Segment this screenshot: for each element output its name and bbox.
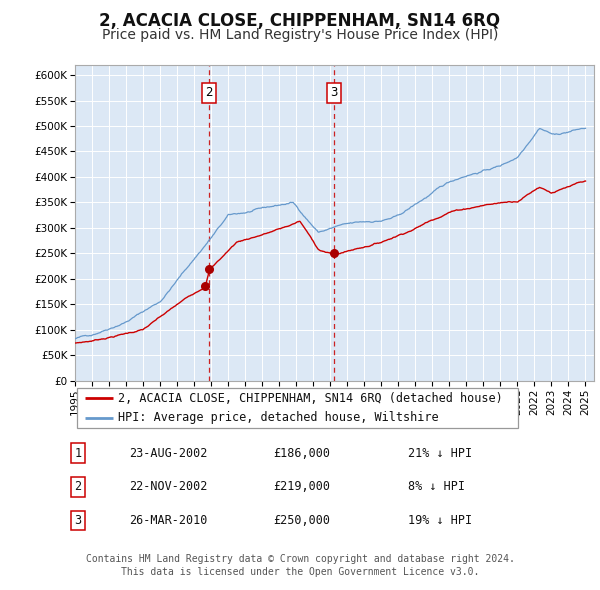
Text: £186,000: £186,000 [273, 447, 330, 460]
Text: 3: 3 [74, 514, 82, 527]
Text: 2: 2 [206, 86, 213, 99]
Text: HPI: Average price, detached house, Wiltshire: HPI: Average price, detached house, Wilt… [118, 411, 439, 424]
Text: 21% ↓ HPI: 21% ↓ HPI [408, 447, 472, 460]
Text: 22-NOV-2002: 22-NOV-2002 [129, 480, 208, 493]
Text: 19% ↓ HPI: 19% ↓ HPI [408, 514, 472, 527]
Text: £250,000: £250,000 [273, 514, 330, 527]
Text: Price paid vs. HM Land Registry's House Price Index (HPI): Price paid vs. HM Land Registry's House … [102, 28, 498, 42]
Text: 26-MAR-2010: 26-MAR-2010 [129, 514, 208, 527]
Text: 23-AUG-2002: 23-AUG-2002 [129, 447, 208, 460]
Text: 1: 1 [74, 447, 82, 460]
Text: 2: 2 [74, 480, 82, 493]
Text: Contains HM Land Registry data © Crown copyright and database right 2024.
This d: Contains HM Land Registry data © Crown c… [86, 554, 514, 577]
Text: 2, ACACIA CLOSE, CHIPPENHAM, SN14 6RQ (detached house): 2, ACACIA CLOSE, CHIPPENHAM, SN14 6RQ (d… [118, 392, 503, 405]
Text: 3: 3 [331, 86, 338, 99]
Text: 2, ACACIA CLOSE, CHIPPENHAM, SN14 6RQ: 2, ACACIA CLOSE, CHIPPENHAM, SN14 6RQ [100, 12, 500, 30]
Text: 8% ↓ HPI: 8% ↓ HPI [408, 480, 465, 493]
Text: £219,000: £219,000 [273, 480, 330, 493]
FancyBboxPatch shape [77, 388, 518, 428]
